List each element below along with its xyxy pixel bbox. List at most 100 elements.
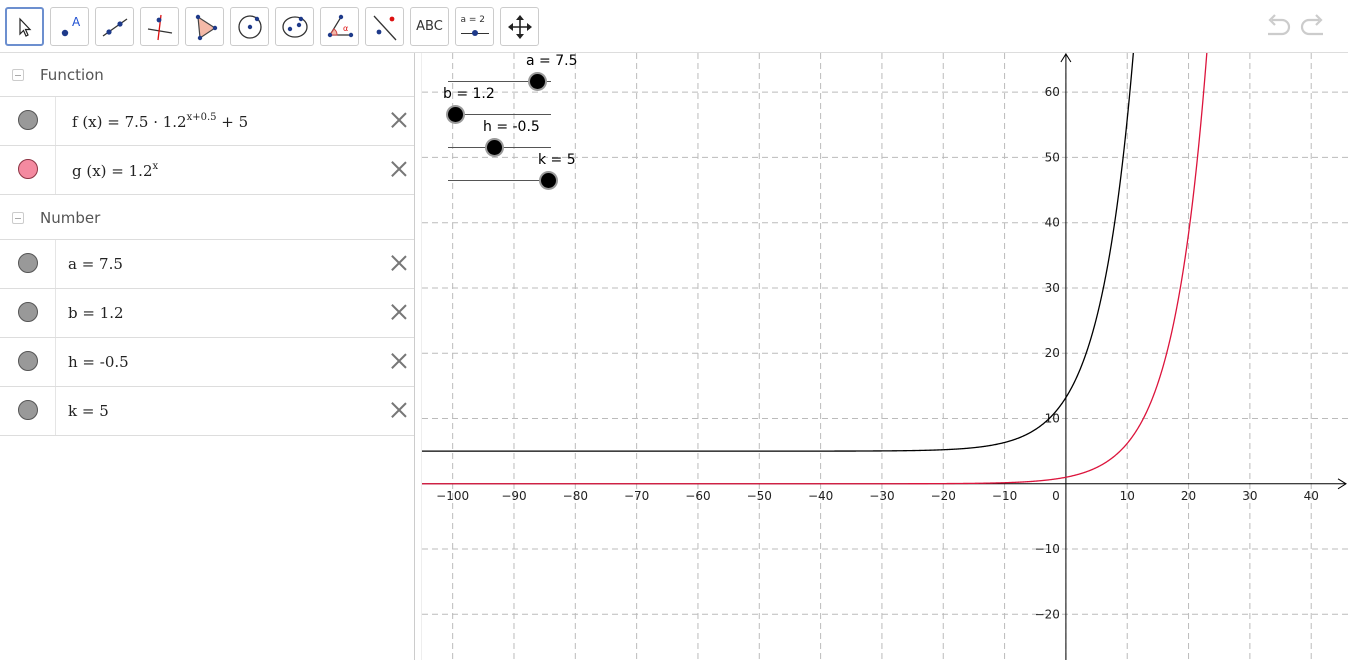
text-tool-button[interactable]: ABC bbox=[410, 7, 449, 46]
definition-g-exponent: x bbox=[152, 161, 159, 172]
delete-h-icon[interactable] bbox=[389, 351, 409, 371]
polygon-icon bbox=[195, 14, 217, 40]
visibility-toggle-f[interactable] bbox=[18, 110, 38, 130]
definition-f-suffix: + 5 bbox=[216, 113, 249, 131]
perpendicular-line-icon bbox=[147, 14, 172, 40]
definition-b[interactable]: b = 1.2 bbox=[68, 304, 124, 322]
y-tick-label: −10 bbox=[1035, 542, 1060, 556]
slider-a-track[interactable] bbox=[448, 81, 551, 82]
slider-tool-button[interactable]: a = 2 bbox=[455, 7, 494, 46]
x-tick-label: 10 bbox=[1120, 489, 1135, 503]
point-tool-button[interactable]: A bbox=[50, 7, 89, 46]
reflect-tool-button[interactable] bbox=[365, 7, 404, 46]
circle-icon bbox=[237, 14, 262, 39]
y-tick-label: −20 bbox=[1035, 607, 1060, 621]
algebra-row-g[interactable]: g (x) = 1.2x bbox=[0, 146, 414, 195]
number-group-label: Number bbox=[40, 208, 101, 227]
view-splitter[interactable] bbox=[414, 53, 422, 660]
move-tool-button[interactable] bbox=[5, 7, 44, 46]
visibility-toggle-h[interactable] bbox=[18, 351, 38, 371]
slider-b-knob[interactable] bbox=[447, 107, 463, 122]
x-tick-label: −50 bbox=[747, 489, 772, 503]
algebra-row-b[interactable]: b = 1.2 bbox=[0, 289, 414, 338]
slider-a-label: a = 7.5 bbox=[526, 53, 578, 69]
y-axis-arrow bbox=[1060, 53, 1072, 63]
curve-g[interactable] bbox=[422, 53, 1216, 485]
polygon-tool-button[interactable] bbox=[185, 7, 224, 46]
algebra-row-h[interactable]: h = -0.5 bbox=[0, 338, 414, 387]
reflect-icon bbox=[373, 15, 396, 40]
redo-button[interactable] bbox=[1298, 12, 1330, 42]
x-tick-label: −10 bbox=[992, 489, 1017, 503]
slider-a-knob[interactable] bbox=[530, 74, 546, 89]
y-tick-label: 50 bbox=[1045, 150, 1060, 164]
x-tick-label: −20 bbox=[931, 489, 956, 503]
collapse-icon[interactable] bbox=[12, 211, 24, 224]
angle-icon: α bbox=[327, 14, 353, 37]
algebra-row-a[interactable]: a = 7.5 bbox=[0, 240, 414, 289]
move-view-tool-button[interactable] bbox=[500, 7, 539, 46]
x-tick-label: −60 bbox=[685, 489, 710, 503]
slider-tool-label: a = 2 bbox=[460, 14, 486, 25]
cursor-arrow-icon bbox=[18, 17, 31, 37]
algebra-row-f[interactable]: f (x) = 7.5 · 1.2x+0.5 + 5 bbox=[0, 97, 414, 146]
definition-f-exponent: x+0.5 bbox=[186, 112, 217, 123]
slider-h-knob[interactable] bbox=[486, 140, 502, 155]
function-plot[interactable]: −100 −90 −80 −70 −60 −50 −40 −30 −20 −10 0 10 20 30 40… bbox=[422, 53, 1348, 660]
x-tick-label: −100 bbox=[436, 489, 469, 503]
line-tool-button[interactable] bbox=[95, 7, 134, 46]
definition-k[interactable]: k = 5 bbox=[68, 402, 109, 420]
function-group-label: Function bbox=[40, 65, 104, 84]
delete-b-icon[interactable] bbox=[389, 302, 409, 322]
definition-h[interactable]: h = -0.5 bbox=[68, 353, 129, 371]
definition-f[interactable]: f (x) = 7.5 · 1.2x+0.5 + 5 bbox=[72, 112, 248, 131]
collapse-icon[interactable] bbox=[12, 68, 24, 81]
circle-tool-button[interactable] bbox=[230, 7, 269, 46]
algebra-row-k[interactable]: k = 5 bbox=[0, 387, 414, 436]
visibility-toggle-a[interactable] bbox=[18, 253, 38, 273]
x-tick-label: −40 bbox=[808, 489, 833, 503]
curve-f[interactable] bbox=[422, 53, 1143, 452]
text-tool-label: ABC bbox=[416, 19, 443, 34]
x-tick-label: −90 bbox=[501, 489, 526, 503]
conic-tool-button[interactable] bbox=[275, 7, 314, 46]
delete-g-icon[interactable] bbox=[389, 159, 409, 179]
slider-k-knob[interactable] bbox=[541, 173, 557, 188]
delete-k-icon[interactable] bbox=[389, 400, 409, 420]
x-tick-label: −80 bbox=[563, 489, 588, 503]
visibility-toggle-k[interactable] bbox=[18, 400, 38, 420]
function-group-header[interactable]: Function bbox=[0, 53, 414, 97]
slider-b-track[interactable] bbox=[448, 114, 551, 115]
x-tick-label: 20 bbox=[1181, 489, 1196, 503]
x-tick-label: 0 bbox=[1052, 489, 1060, 503]
definition-g-base: g (x) = 1.2 bbox=[72, 162, 153, 180]
x-tick-label: 30 bbox=[1242, 489, 1257, 503]
visibility-toggle-g[interactable] bbox=[18, 159, 38, 179]
visibility-toggle-b[interactable] bbox=[18, 302, 38, 322]
visibility-cell bbox=[0, 240, 56, 288]
graphics-view[interactable]: −100 −90 −80 −70 −60 −50 −40 −30 −20 −10 0 10 20 30 40… bbox=[422, 53, 1348, 660]
definition-g[interactable]: g (x) = 1.2x bbox=[72, 161, 158, 180]
definition-f-base: f (x) = 7.5 · 1.2 bbox=[72, 113, 187, 131]
slider-k-track[interactable] bbox=[448, 180, 551, 181]
delete-f-icon[interactable] bbox=[389, 110, 409, 130]
algebra-view: Function f (x) = 7.5 · 1.2x+0.5 + 5 g (x… bbox=[0, 53, 414, 660]
svg-text:α: α bbox=[343, 24, 348, 33]
delete-a-icon[interactable] bbox=[389, 253, 409, 273]
y-tick-label: 60 bbox=[1045, 85, 1060, 99]
visibility-cell bbox=[0, 289, 56, 337]
redo-icon bbox=[1300, 14, 1323, 36]
point-icon: A bbox=[61, 15, 81, 36]
angle-tool-button[interactable]: α bbox=[320, 7, 359, 46]
number-group-header[interactable]: Number bbox=[0, 196, 414, 240]
undo-icon bbox=[1268, 14, 1291, 36]
slider-h-label: h = -0.5 bbox=[483, 119, 540, 135]
visibility-cell bbox=[0, 387, 56, 435]
visibility-cell bbox=[0, 146, 56, 194]
slider-b-label: b = 1.2 bbox=[443, 86, 495, 102]
definition-a[interactable]: a = 7.5 bbox=[68, 255, 123, 273]
undo-button[interactable] bbox=[1261, 12, 1293, 42]
slider-tool-icon: a = 2 bbox=[459, 13, 491, 41]
perpendicular-tool-button[interactable] bbox=[140, 7, 179, 46]
x-axis-arrow bbox=[1337, 478, 1347, 490]
